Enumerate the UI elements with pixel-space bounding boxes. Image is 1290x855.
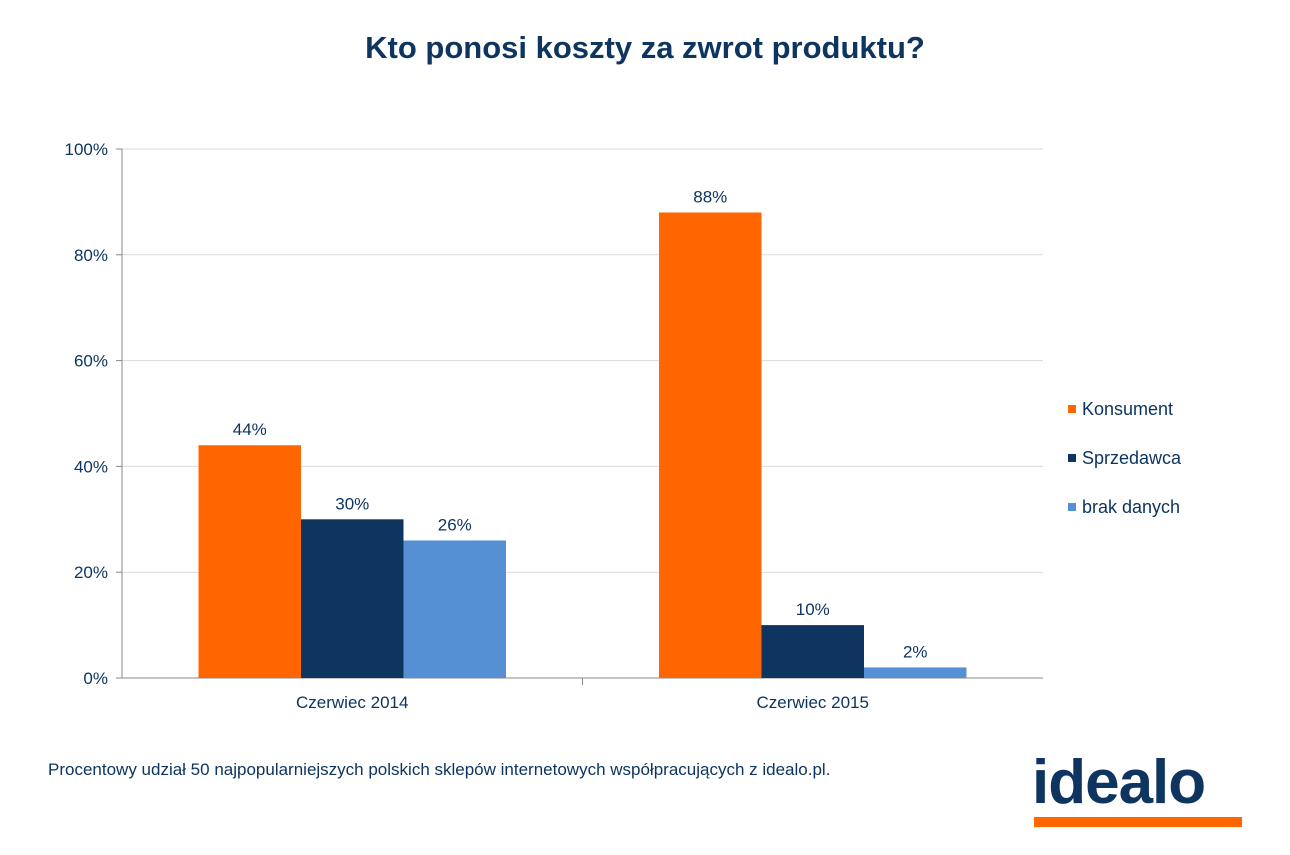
legend: Konsument Sprzedawca brak danych xyxy=(1068,397,1181,544)
data-label: 26% xyxy=(438,515,472,534)
data-label: 2% xyxy=(903,642,928,661)
data-label: 30% xyxy=(335,494,369,513)
legend-swatch-sprzedawca xyxy=(1068,454,1076,462)
bar-sprzedawca xyxy=(301,519,404,678)
y-tick-label: 60% xyxy=(74,352,108,371)
x-tick-label: Czerwiec 2014 xyxy=(296,693,408,712)
y-tick-label: 80% xyxy=(74,246,108,265)
legend-label-sprzedawca: Sprzedawca xyxy=(1082,447,1182,468)
bar-brak-danych xyxy=(403,540,506,678)
logo-underline xyxy=(1034,817,1242,827)
data-label: 88% xyxy=(693,187,727,206)
y-tick-label: 100% xyxy=(65,140,108,159)
bar-sprzedawca xyxy=(761,625,864,678)
legend-item-sprzedawca: Sprzedawca xyxy=(1068,446,1181,470)
bar-brak-danych xyxy=(864,667,967,678)
x-tick-label: Czerwiec 2015 xyxy=(757,693,869,712)
bar-konsument xyxy=(659,212,762,679)
idealo-logo: idealo xyxy=(1032,752,1244,830)
legend-swatch-konsument xyxy=(1068,405,1076,413)
y-tick-label: 0% xyxy=(83,669,108,688)
bar-chart: 0% 20% 40% 60% 80% 100% 44% 30% 26% Czerwiec 2014… xyxy=(65,140,1043,712)
logo-text: idealo xyxy=(1032,748,1206,817)
legend-label-konsument: Konsument xyxy=(1082,398,1174,419)
legend-item-brak-danych: brak danych xyxy=(1068,495,1181,519)
legend-label-brak-danych: brak danych xyxy=(1082,496,1181,517)
data-label: 44% xyxy=(233,420,267,439)
legend-item-konsument: Konsument xyxy=(1068,397,1181,421)
y-tick-label: 20% xyxy=(74,563,108,582)
chart-title: Kto ponosi koszty za zwrot produktu? xyxy=(365,30,925,65)
data-label: 10% xyxy=(796,600,830,619)
legend-swatch-brak-danych xyxy=(1068,503,1076,511)
bar-konsument xyxy=(198,445,301,678)
y-tick-label: 40% xyxy=(74,457,108,476)
footnote: Procentowy udział 50 najpopularniejszych… xyxy=(48,760,831,779)
